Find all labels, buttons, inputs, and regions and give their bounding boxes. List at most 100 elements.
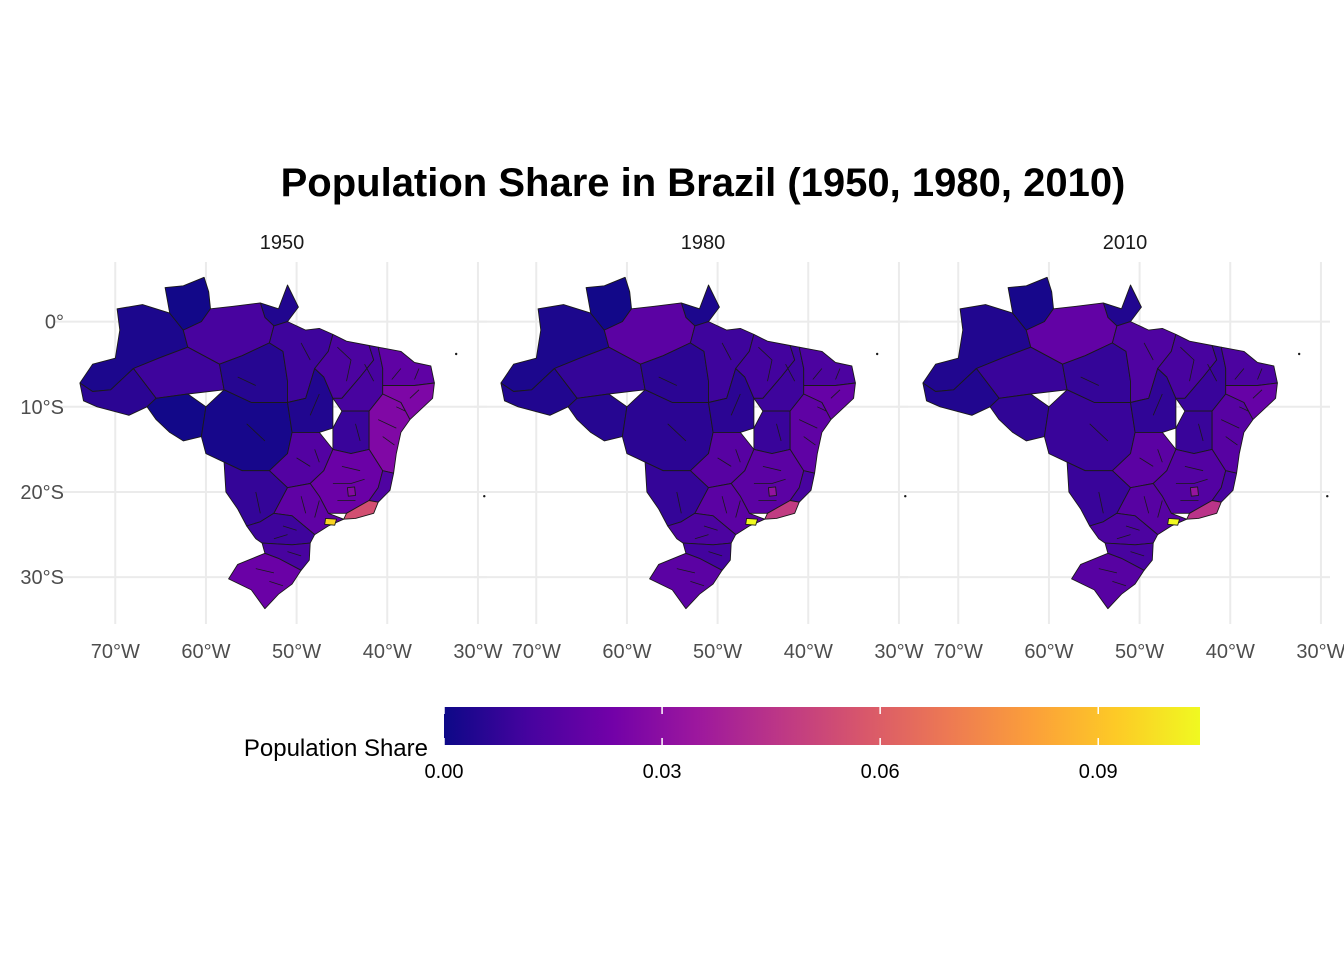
region-border bbox=[658, 376, 677, 386]
region-border bbox=[255, 568, 274, 574]
region-border bbox=[758, 346, 773, 382]
region-border bbox=[1175, 478, 1208, 484]
region-border bbox=[282, 525, 297, 531]
x-tick-label: 30°W bbox=[874, 641, 923, 663]
region-border bbox=[237, 376, 256, 386]
x-tick-label: 70°W bbox=[512, 641, 561, 663]
legend-colorbar bbox=[444, 707, 1200, 745]
region-border bbox=[676, 568, 695, 574]
x-tick-label: 30°W bbox=[453, 641, 502, 663]
region-border bbox=[690, 581, 705, 587]
region-sp-capital bbox=[324, 517, 337, 526]
region-border bbox=[396, 406, 406, 412]
legend-tick-label: 0.00 bbox=[425, 761, 464, 783]
region-border bbox=[1257, 368, 1263, 380]
region-border bbox=[378, 419, 397, 429]
legend-title: Population Share bbox=[244, 735, 428, 762]
region-border bbox=[1112, 581, 1127, 587]
region-rio-grande-sul bbox=[649, 552, 723, 610]
region-rondonia bbox=[989, 393, 1050, 442]
island-marker bbox=[1297, 352, 1301, 356]
region-border bbox=[1239, 406, 1249, 412]
region-border bbox=[1234, 368, 1245, 380]
facet-label: 1980 bbox=[681, 232, 726, 254]
region-bahia-west bbox=[1175, 410, 1213, 455]
region-border bbox=[332, 478, 365, 484]
x-tick-label: 40°W bbox=[784, 641, 833, 663]
island-marker bbox=[1326, 495, 1329, 498]
chart-title: Population Share in Brazil (1950, 1980, … bbox=[281, 161, 1126, 205]
region-rio-grande-sul bbox=[228, 552, 302, 610]
legend-tick-label: 0.03 bbox=[643, 761, 682, 783]
region-border bbox=[1130, 551, 1145, 557]
facet-panel-2010: 2010 70°W 60°W 50°W 40°W 30°W bbox=[896, 232, 1344, 663]
x-tick-label: 30°W bbox=[1296, 641, 1344, 663]
facet-label: 1950 bbox=[260, 232, 305, 254]
region-rio bbox=[1186, 500, 1222, 520]
region-sp-capital bbox=[1167, 517, 1180, 526]
x-tick-label: 60°W bbox=[181, 641, 230, 663]
region-border bbox=[337, 346, 352, 382]
island-marker bbox=[483, 495, 486, 498]
region-border bbox=[835, 368, 841, 380]
legend-tick-label: 0.09 bbox=[1079, 761, 1118, 783]
region-border bbox=[762, 466, 782, 472]
facet-panel-1980: 1980 70°W 60°W 50°W 40°W 30°W bbox=[474, 232, 924, 663]
region-border bbox=[409, 389, 420, 399]
region-border bbox=[799, 419, 818, 429]
x-tick-label: 70°W bbox=[91, 641, 140, 663]
region-border bbox=[735, 449, 741, 463]
region-rondonia bbox=[567, 393, 628, 442]
region-sp-capital bbox=[745, 517, 758, 526]
region-bh bbox=[767, 486, 777, 497]
region-border bbox=[1221, 419, 1240, 429]
region-border bbox=[273, 534, 288, 540]
region-border bbox=[817, 406, 827, 412]
region-border bbox=[1180, 346, 1195, 382]
region-border bbox=[812, 368, 823, 380]
region-border bbox=[721, 342, 732, 361]
facet-panel-1950: 1950 70°W 60°W 50°W 40°W 30°W 0° 10°S 20°S 30°S bbox=[20, 232, 502, 663]
region-border bbox=[391, 368, 402, 380]
region-border bbox=[255, 491, 261, 514]
island-marker bbox=[875, 352, 879, 356]
region-border bbox=[309, 393, 320, 416]
region-border bbox=[1098, 568, 1117, 574]
y-tick-label: 30°S bbox=[20, 567, 64, 589]
region-border bbox=[708, 551, 723, 557]
region-border bbox=[287, 551, 302, 557]
region-border bbox=[1089, 423, 1109, 442]
y-tick-label: 20°S bbox=[20, 482, 64, 504]
map-regions bbox=[500, 276, 907, 610]
x-tick-label: 40°W bbox=[1206, 641, 1255, 663]
region-rio-grande-sul bbox=[1071, 552, 1145, 610]
region-border bbox=[300, 496, 307, 514]
region-border bbox=[803, 436, 816, 446]
region-border bbox=[1116, 534, 1131, 540]
island-marker bbox=[454, 352, 458, 356]
region-border bbox=[1252, 389, 1263, 399]
region-border bbox=[1157, 500, 1163, 518]
region-border bbox=[314, 449, 320, 463]
region-border bbox=[382, 436, 395, 446]
region-rio bbox=[343, 500, 379, 520]
map-regions bbox=[922, 276, 1329, 610]
region-border bbox=[1143, 496, 1150, 514]
region-border bbox=[246, 423, 266, 442]
region-border bbox=[785, 364, 796, 382]
region-border bbox=[300, 342, 311, 361]
region-border bbox=[1184, 466, 1204, 472]
region-border bbox=[721, 496, 728, 514]
region-border bbox=[1125, 525, 1140, 531]
region-bh bbox=[346, 486, 356, 497]
region-border bbox=[694, 534, 709, 540]
legend-tick-label: 0.06 bbox=[861, 761, 900, 783]
region-border bbox=[1143, 342, 1154, 361]
region-border bbox=[703, 525, 718, 531]
region-rondonia bbox=[146, 393, 207, 442]
x-tick-label: 60°W bbox=[602, 641, 651, 663]
region-border bbox=[730, 393, 741, 416]
